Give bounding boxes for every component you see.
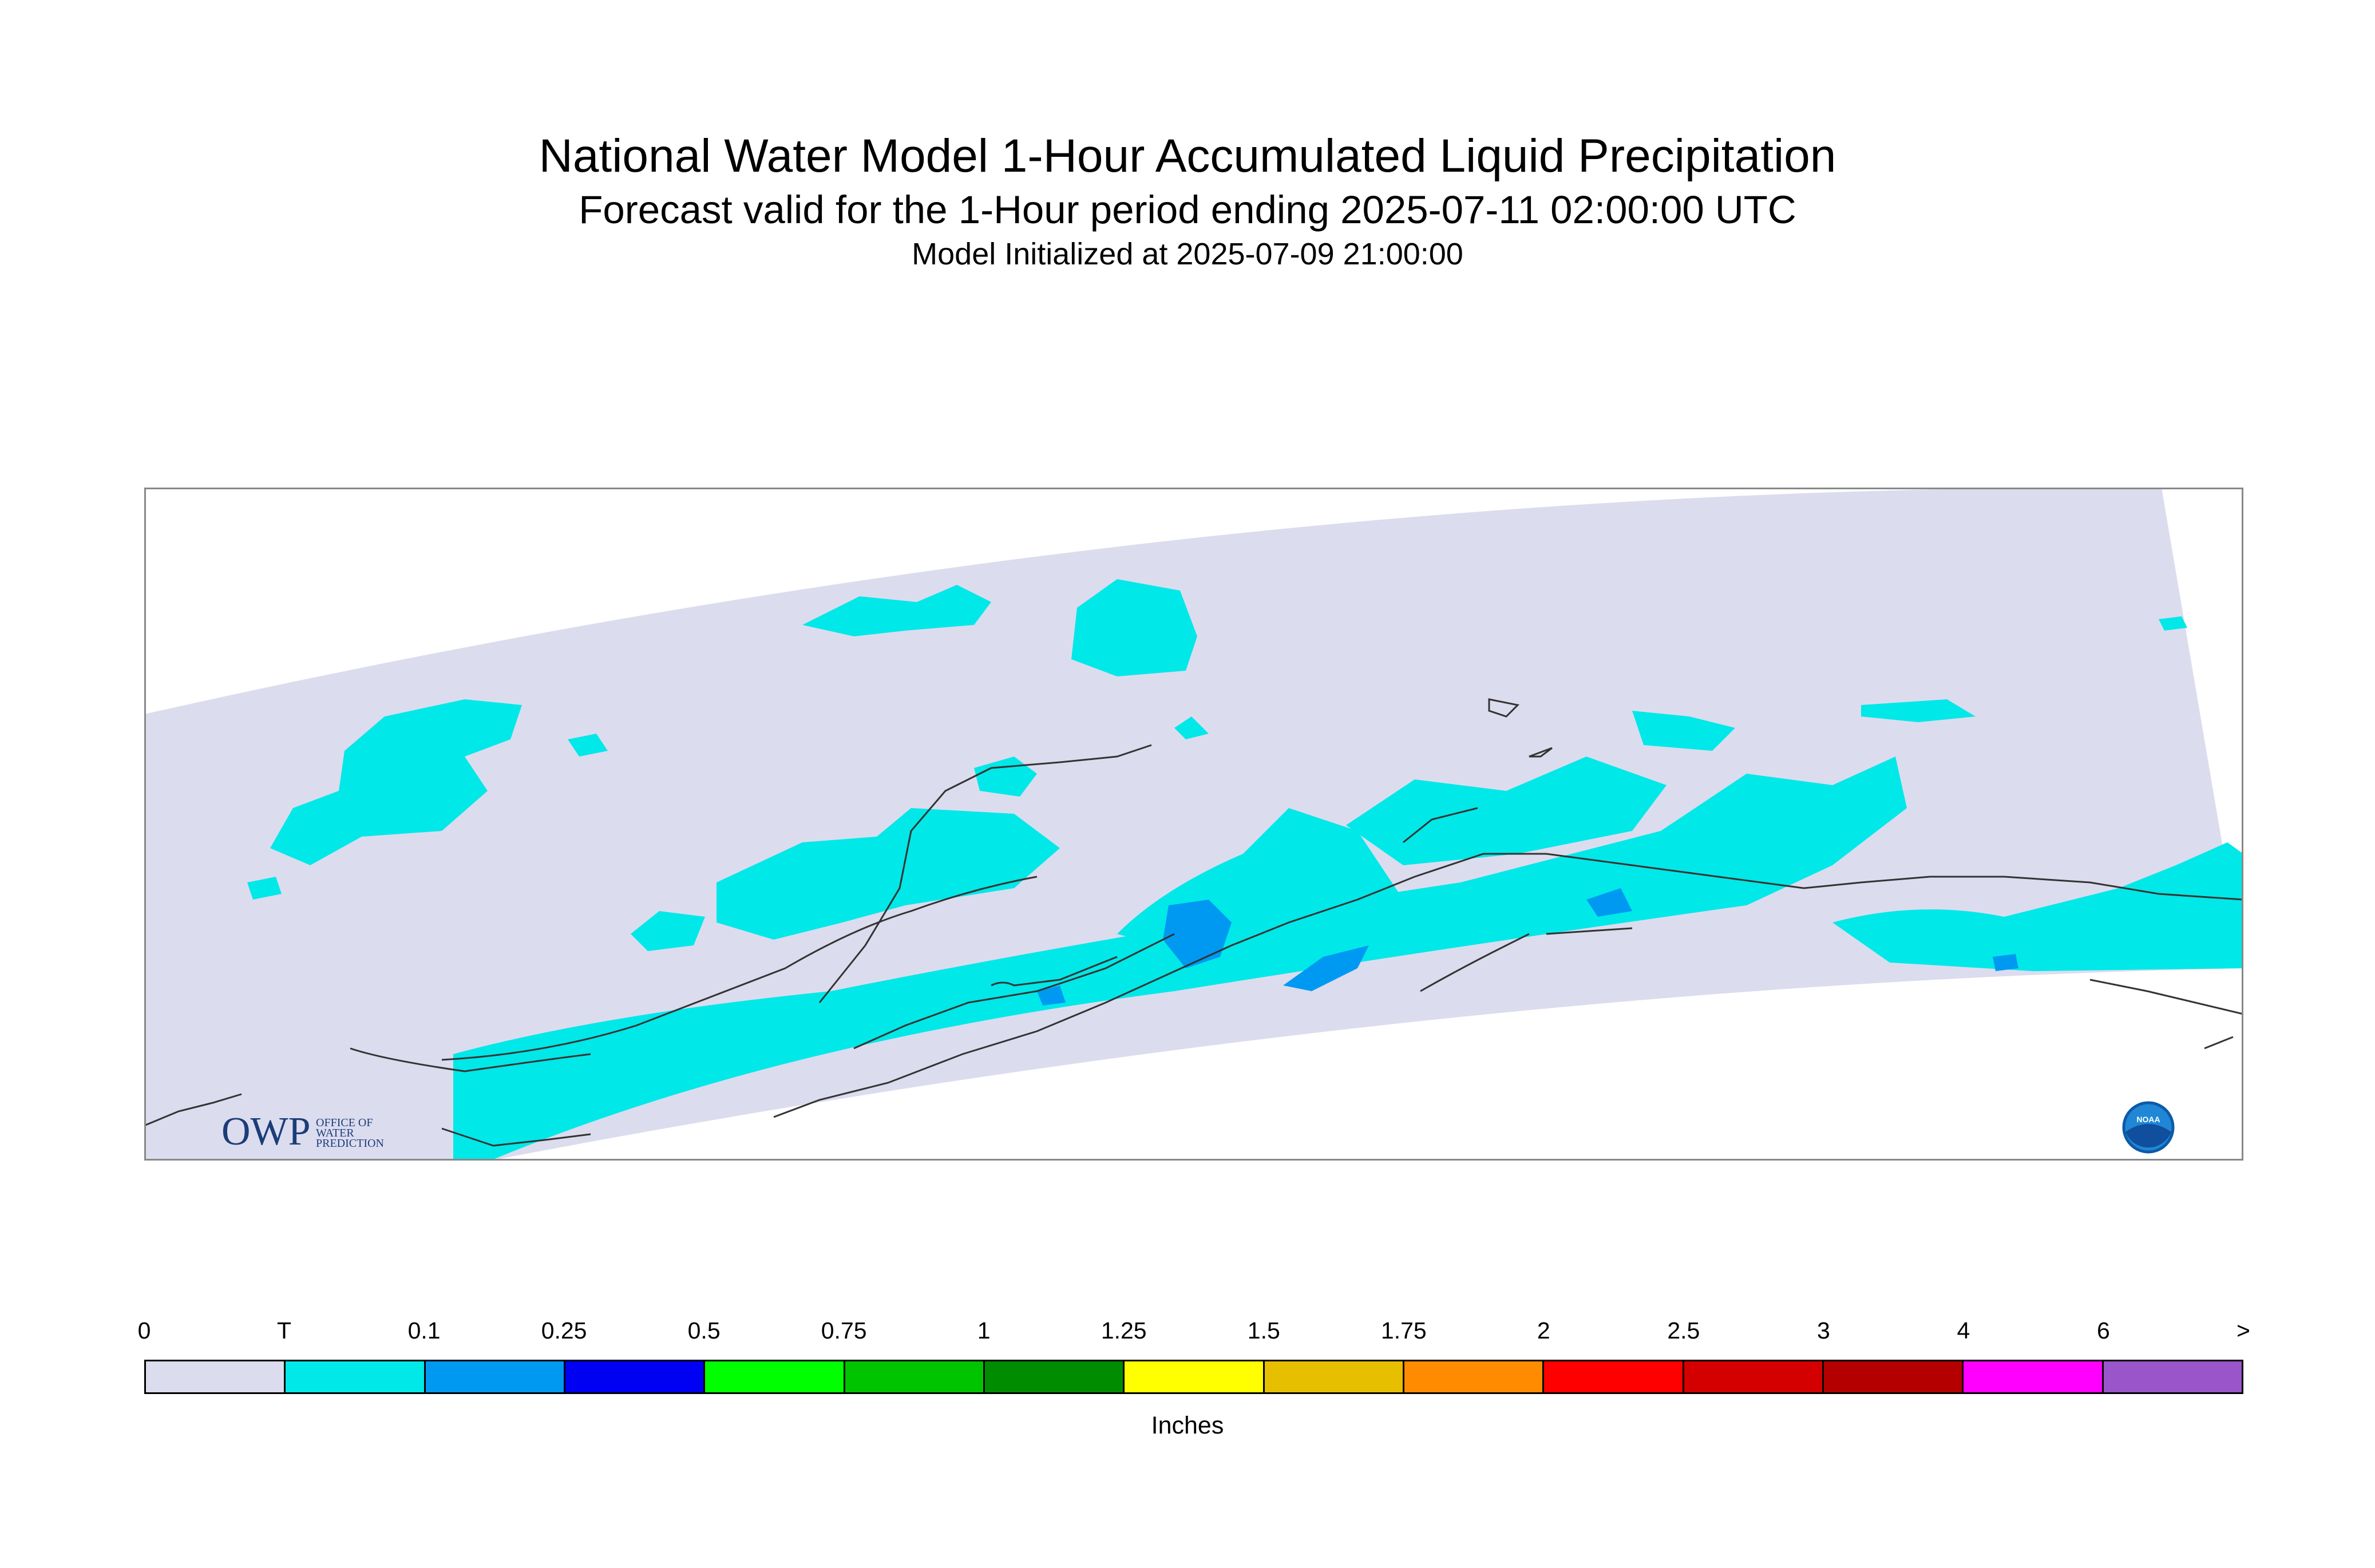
legend-swatch — [1544, 1361, 1684, 1392]
legend-swatch — [1404, 1361, 1545, 1392]
legend-swatch — [984, 1361, 1125, 1392]
legend-swatch — [2103, 1361, 2242, 1392]
legend-swatch — [1125, 1361, 1265, 1392]
legend-swatch — [1684, 1361, 1824, 1392]
legend-label: 0.5 — [687, 1317, 721, 1344]
svg-text:WATER: WATER — [316, 1127, 354, 1139]
legend-label: 2 — [1537, 1317, 1550, 1344]
legend-swatch — [425, 1361, 565, 1392]
svg-text:NOAA: NOAA — [2136, 1115, 2160, 1124]
svg-text:OFFICE OF: OFFICE OF — [316, 1116, 373, 1129]
legend-swatch — [1264, 1361, 1404, 1392]
legend-label: 0.75 — [821, 1317, 867, 1344]
legend-swatch — [1964, 1361, 2104, 1392]
legend-swatch — [286, 1361, 426, 1392]
map-subtitle: Forecast valid for the 1-Hour period end… — [579, 188, 1796, 232]
legend-label: 2.5 — [1667, 1317, 1700, 1344]
legend-label: 4 — [1957, 1317, 1970, 1344]
legend-label: 6 — [2097, 1317, 2110, 1344]
legend-swatch — [705, 1361, 845, 1392]
legend-labels: 0 T 0.1 0.25 0.5 0.75 1 1.25 1.5 1.75 2 2.5 3 4 6 > — [0, 1316, 2375, 1351]
map-title: National Water Model 1-Hour Accumulated … — [539, 130, 1836, 182]
legend-swatch — [1823, 1361, 1964, 1392]
owp-logo: OWP OFFICE OF WATER PREDICTION — [221, 1110, 384, 1154]
legend-colorbar — [144, 1360, 2243, 1394]
light-precip-areas — [1037, 888, 2018, 1005]
legend-swatch — [146, 1361, 286, 1392]
legend-swatch — [845, 1361, 985, 1392]
legend-label: 1.25 — [1101, 1317, 1147, 1344]
model-init-text: Model Initialized at 2025-07-09 21:00:00 — [912, 237, 1463, 271]
legend-label: 1.75 — [1380, 1317, 1427, 1344]
legend-swatch — [565, 1361, 706, 1392]
svg-text:PREDICTION: PREDICTION — [316, 1137, 384, 1150]
legend-label: 0 — [137, 1317, 151, 1344]
legend-label: 3 — [1816, 1317, 1830, 1344]
legend-label: T — [277, 1317, 292, 1344]
legend-label: 1.5 — [1247, 1317, 1280, 1344]
map-frame — [144, 488, 2243, 1161]
model-domain-area — [144, 488, 2243, 1161]
coastlines — [144, 698, 2243, 1147]
legend-label: 1 — [977, 1317, 991, 1344]
noaa-logo: NOAA — [2122, 1101, 2175, 1154]
svg-text:OWP: OWP — [221, 1110, 311, 1154]
legend-label: 0.1 — [407, 1317, 441, 1344]
legend-label: > — [2237, 1317, 2250, 1344]
precipitation-map: OWP OFFICE OF WATER PREDICTION NOAA — [144, 488, 2243, 1161]
legend-units: Inches — [1151, 1412, 1224, 1439]
legend-label: 0.25 — [541, 1317, 587, 1344]
